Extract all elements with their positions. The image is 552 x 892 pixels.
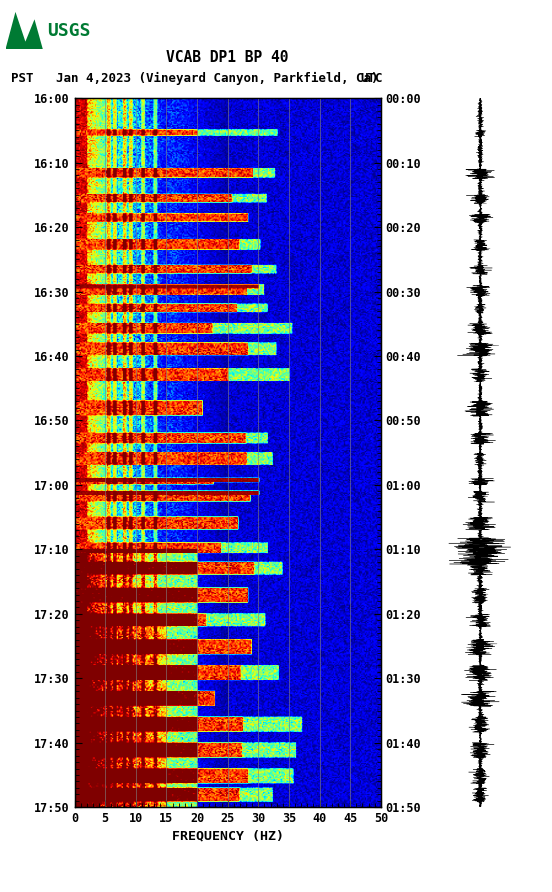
Text: PST   Jan 4,2023 (Vineyard Canyon, Parkfield, Ca): PST Jan 4,2023 (Vineyard Canyon, Parkfie… bbox=[11, 72, 378, 85]
Text: USGS: USGS bbox=[47, 22, 91, 40]
Text: UTC: UTC bbox=[360, 72, 383, 85]
Polygon shape bbox=[6, 12, 43, 49]
X-axis label: FREQUENCY (HZ): FREQUENCY (HZ) bbox=[172, 830, 284, 842]
Text: VCAB DP1 BP 40: VCAB DP1 BP 40 bbox=[167, 51, 289, 65]
